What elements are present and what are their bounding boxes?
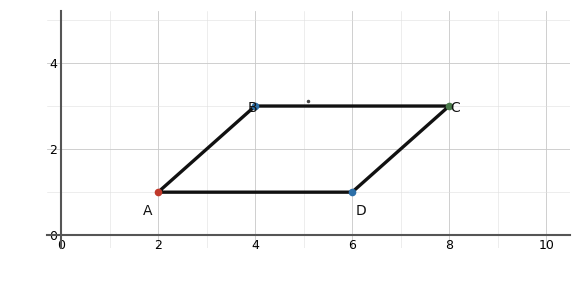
Text: D: D (356, 204, 366, 218)
Text: A: A (143, 204, 152, 218)
Text: C: C (450, 101, 460, 115)
Text: B: B (248, 101, 257, 115)
